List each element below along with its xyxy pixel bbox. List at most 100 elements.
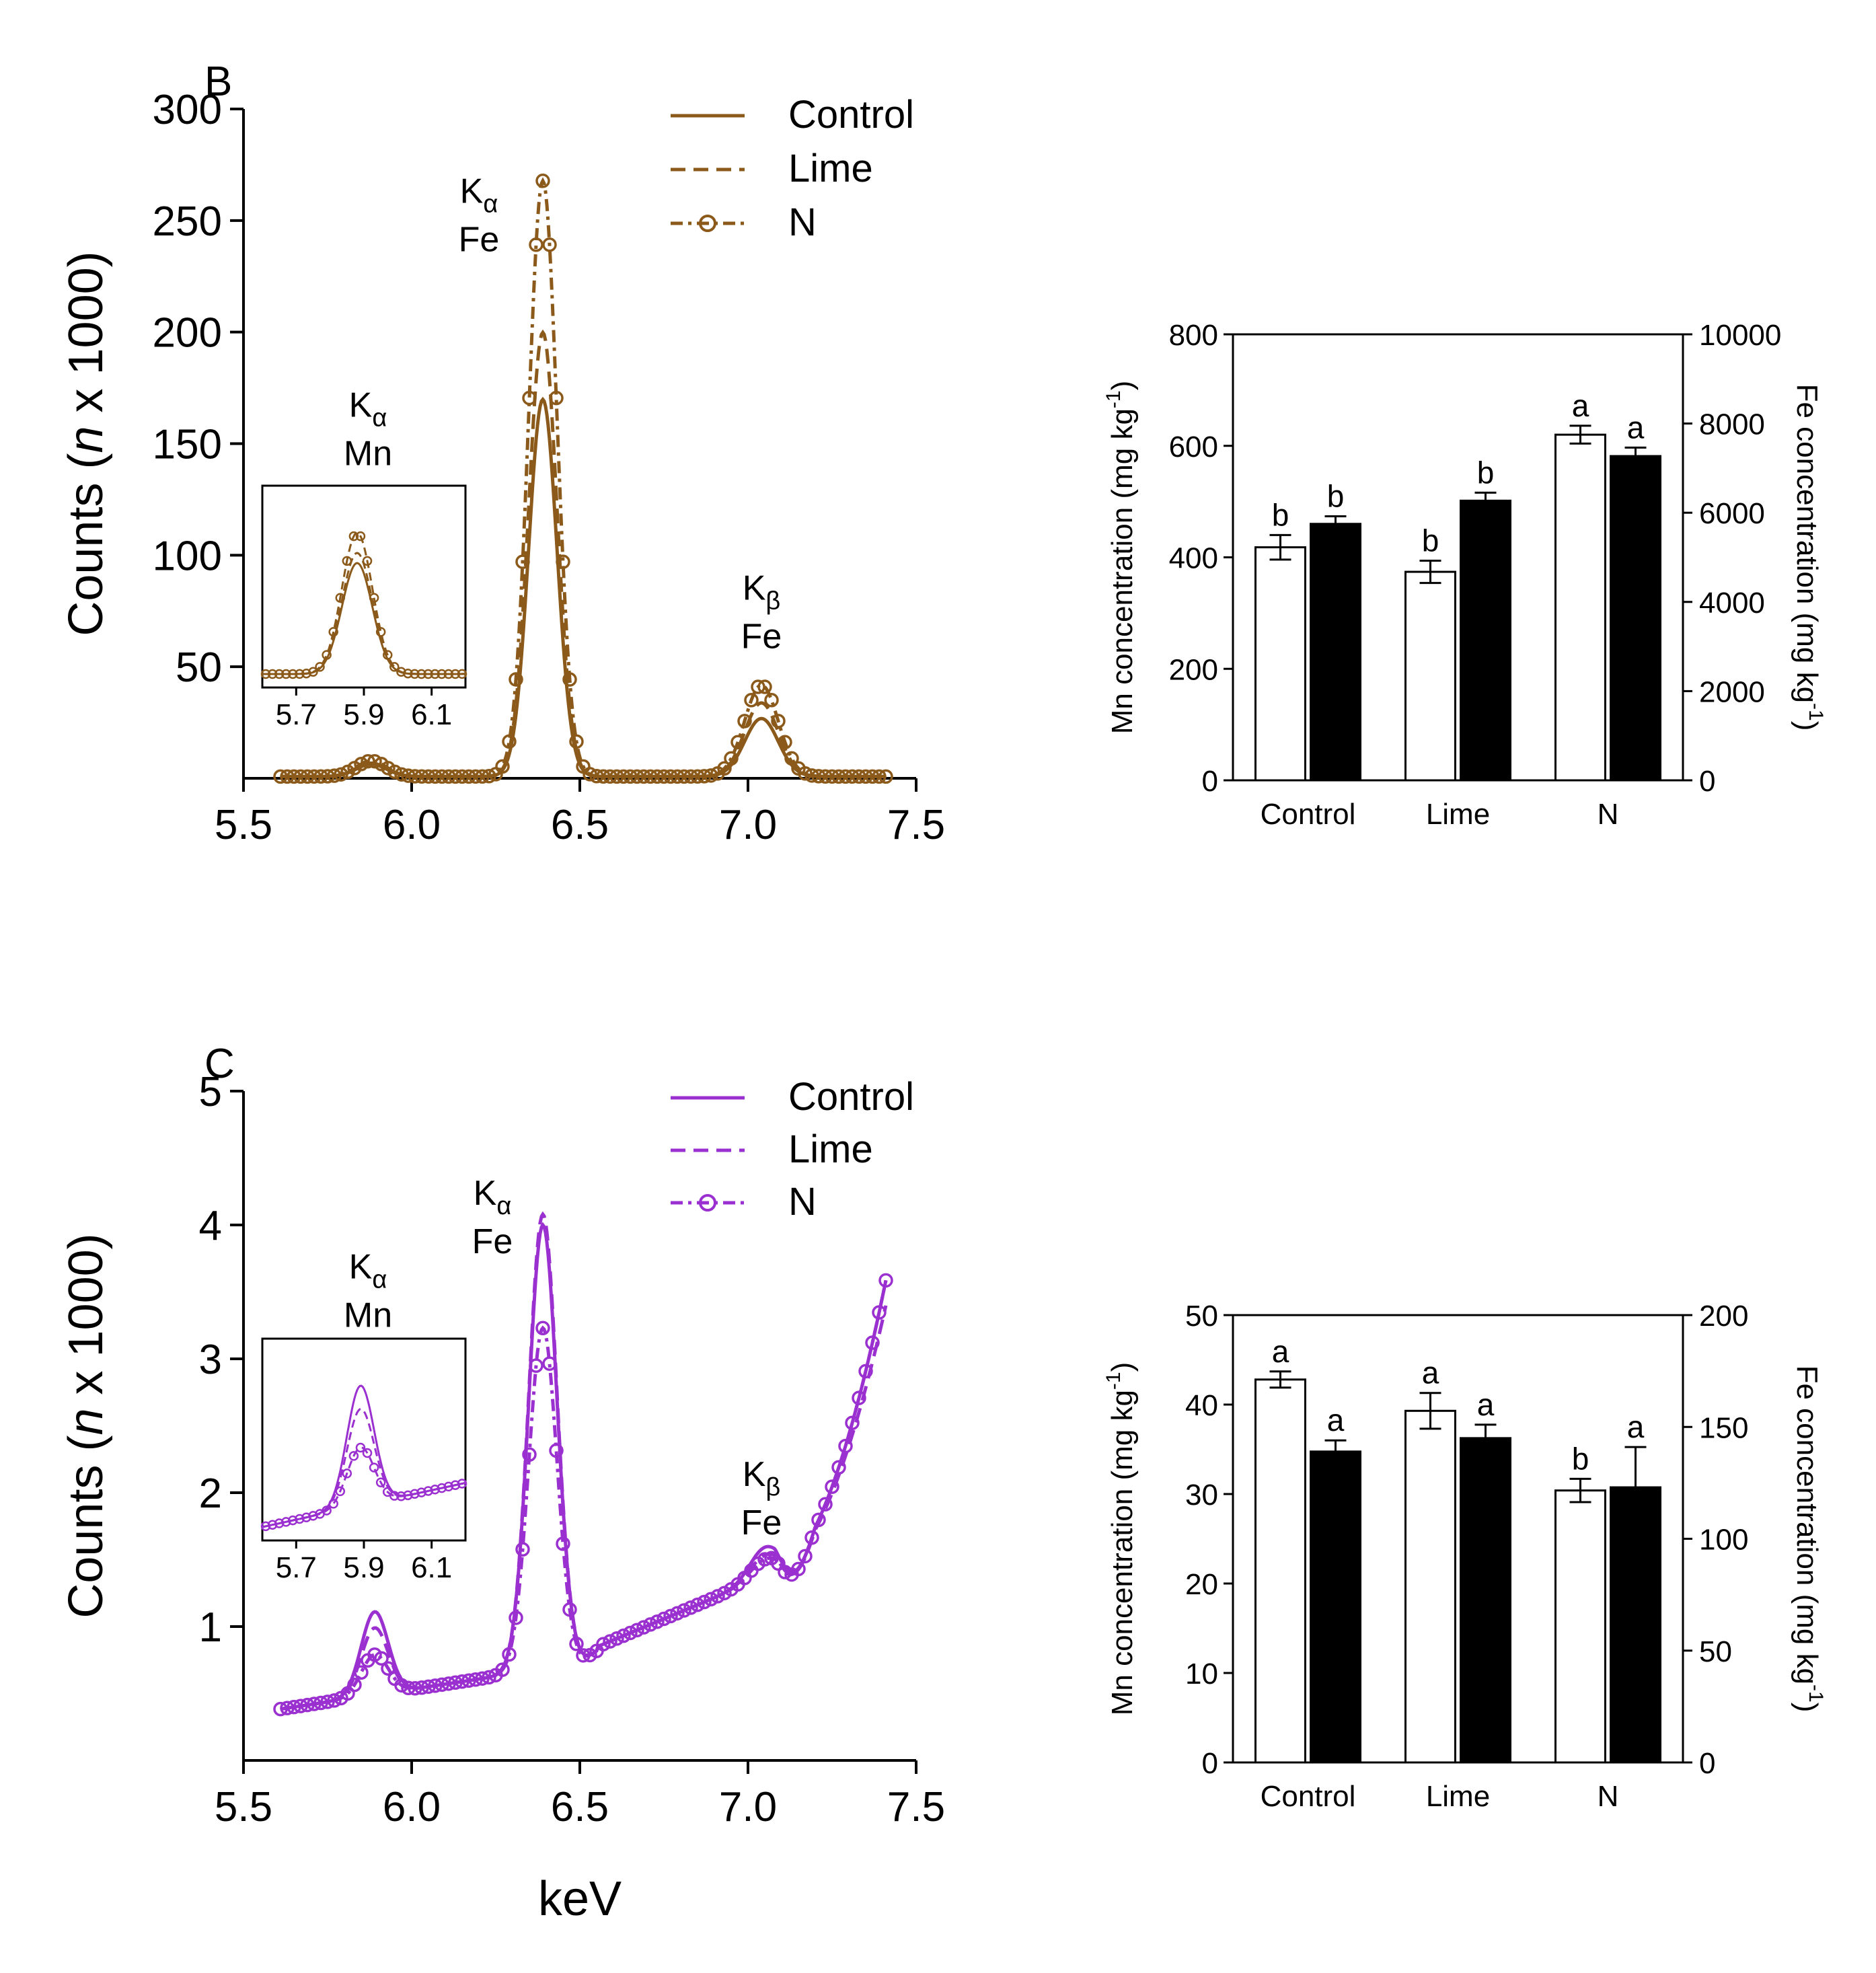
inset-marker-n [355,531,366,542]
series-marker-n [878,769,893,784]
series-marker-n [656,769,671,784]
inset-marker-n [280,669,291,679]
right-axis-label: Fe concentration (mg kg-1) [1791,1366,1827,1713]
legend-marker-n [699,215,716,232]
series-line-n [280,177,886,778]
series-marker-n [630,1623,644,1638]
series-marker-n [663,1608,678,1624]
bar-chart-c: 0 10 20 30 40 50 0 50 100 150 200 Mn concentration … [1102,1300,1827,1813]
left-tick-label: 400 [1169,542,1218,575]
series-marker-n [778,1565,792,1579]
inset-marker-n [288,1515,298,1526]
series-marker-n [623,769,638,784]
series-marker-n [300,1697,315,1713]
inset-marker-n [443,1481,454,1492]
x-tick-label: 5.5 [215,1784,272,1830]
inset-marker-n [430,1485,440,1495]
y-tick-label: 150 [153,422,222,468]
inset-marker-n [362,1448,373,1458]
series-marker-n [690,769,705,784]
series-marker-n [556,1536,570,1551]
bar-fe [1310,523,1361,782]
series-marker-n [381,1661,396,1676]
bar-fe [1310,1450,1361,1764]
bar-mn [1404,570,1456,782]
series-marker-n [730,735,745,750]
inset-marker-n [260,1521,271,1532]
series-marker-n [435,1677,449,1692]
series-marker-n [535,174,550,188]
peak-element-label: Fe [741,1503,782,1542]
left-axis-label: Mn concentration (mg kg-1) [1102,1362,1139,1716]
series-marker-n [495,1662,510,1677]
series-marker-n [677,769,691,784]
series-marker-n [313,769,328,784]
series-marker-n [650,769,665,784]
y-tick-label: 3 [199,1337,222,1383]
series-marker-n [495,759,510,774]
peak-label-fe: Kβ [743,1455,781,1501]
series-marker-n [367,753,382,769]
series-marker-n [603,769,617,784]
peak-label-fe: Kα [460,172,498,218]
series-marker-n [589,768,604,784]
series-marker-n [609,1631,624,1646]
series-marker-n [791,1561,806,1577]
x-tick-label: 6.5 [551,802,609,848]
bar-mn [1554,433,1606,782]
inset-frame [261,484,467,689]
series-marker-n [461,769,476,784]
left-tick-label: 800 [1169,319,1218,352]
series-marker-n [697,769,712,784]
inset-marker-n [315,662,325,672]
peak-element-label: Mn [344,1296,392,1335]
series-marker-n [502,734,517,749]
series-marker-n [852,769,866,784]
series-marker-n [361,753,375,769]
significance-letter: a [1572,388,1589,423]
left-tick-label: 200 [1169,653,1218,686]
bar-mn [1254,546,1306,782]
series-marker-n [683,1600,698,1615]
series-marker-n [280,1701,295,1715]
y-axis-label: Counts (n x 1000) [59,1233,113,1618]
y-tick-label: 2 [199,1471,222,1517]
series-marker-n [394,767,409,782]
series-marker-n [609,769,624,784]
series-marker-n [710,1589,725,1604]
right-tick-label: 0 [1699,765,1715,798]
inset-marker-n [267,1520,278,1530]
inset-marker-n [410,669,420,679]
inset-marker-n [322,1505,332,1516]
series-marker-n [482,1670,496,1685]
series-marker-n [845,1415,860,1430]
significance-letter: a [1477,1387,1495,1422]
peak-element-label: Fe [741,618,782,657]
series-marker-n [677,1603,691,1618]
series-marker-n [529,237,543,252]
series-marker-n [724,751,739,766]
series-marker-n [327,768,342,783]
legend-label-n: N [788,1180,817,1224]
series-marker-n [556,554,570,569]
series-marker-n [872,769,887,784]
series-marker-n [569,1637,584,1651]
series-marker-n [549,390,564,406]
series-marker-n [596,769,611,784]
series-marker-n [354,1665,369,1680]
inset-marker-n [295,1514,305,1524]
peak-label-mn: Kα [349,386,387,433]
series-marker-n [616,769,631,784]
series-marker-n [287,769,301,784]
series-marker-n [347,1677,362,1692]
significance-letter: b [1572,1441,1589,1476]
y-tick-label: 300 [153,87,222,133]
series-marker-n [313,1695,328,1711]
series-marker-n [475,1671,490,1686]
series-marker-n [737,714,752,729]
series-marker-n [542,237,557,252]
significance-letter: a [1272,1334,1289,1369]
series-marker-n [569,734,584,749]
inset-marker-n [389,662,400,672]
